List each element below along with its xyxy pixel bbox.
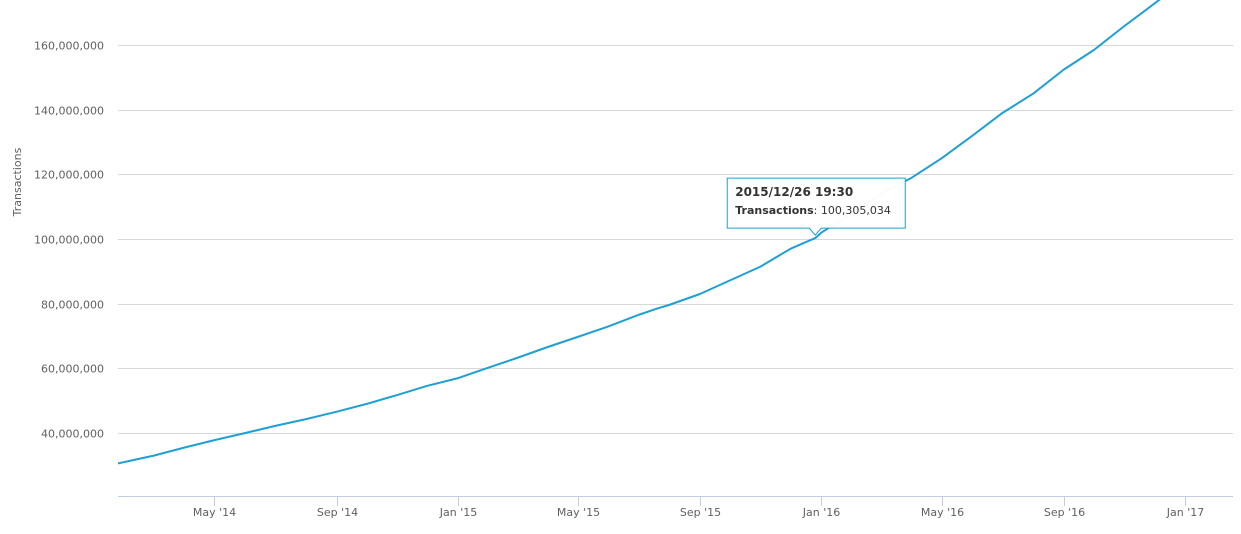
y-grid-lines [118, 45, 1233, 434]
x-tick-label: Jan '15 [439, 506, 477, 519]
tooltip-colon: : [814, 204, 821, 217]
tooltip-value-line: Transactions: 100,305,034 [735, 204, 891, 217]
y-tick-labels: 40,000,000 60,000,000 80,000,000 100,000,00… [34, 40, 104, 441]
x-tick-marks [214, 496, 1186, 506]
tooltip-box [726, 177, 906, 236]
y-tick-label: 60,000,000 [41, 363, 104, 376]
tooltip-date: 2015/12/26 19:30 [735, 185, 853, 199]
x-tick-label: May '14 [193, 506, 236, 519]
x-tick-label: Sep '14 [317, 506, 358, 519]
x-tick-label: Sep '16 [1044, 506, 1085, 519]
x-tick-labels: May '14 Sep '14 Jan '15 May '15 Sep '15 Jan '… [193, 506, 1204, 519]
y-tick-label: 40,000,000 [41, 428, 104, 441]
tooltip-value: 100,305,034 [821, 204, 891, 217]
tooltip-series-name: Transactions [735, 204, 814, 217]
series-line [118, 0, 1161, 465]
x-tick-label: Jan '16 [802, 506, 840, 519]
y-tick-label: 140,000,000 [34, 105, 104, 118]
x-tick-label: May '16 [921, 506, 964, 519]
data-tooltip: 2015/12/26 19:30 Transactions: 100,305,0… [726, 177, 906, 236]
y-tick-label: 100,000,000 [34, 234, 104, 247]
y-tick-label: 80,000,000 [41, 299, 104, 312]
x-tick-label: Sep '15 [680, 506, 721, 519]
y-axis-title: Transactions [11, 147, 24, 217]
series-group [118, 0, 1161, 465]
x-tick-label: Jan '17 [1166, 506, 1204, 519]
y-tick-label: 120,000,000 [34, 169, 104, 182]
y-tick-label: 160,000,000 [34, 40, 104, 53]
x-tick-label: May '15 [557, 506, 600, 519]
